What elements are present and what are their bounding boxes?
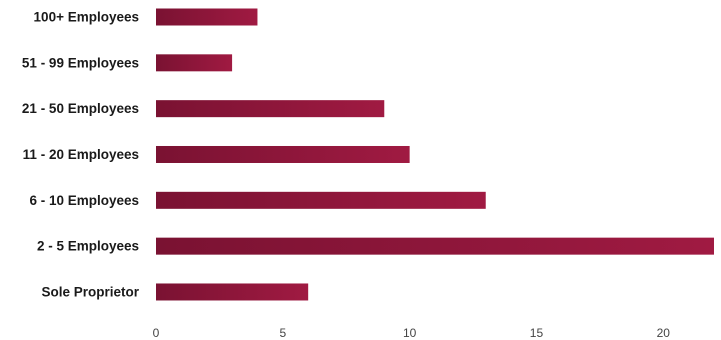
x-tick-label-10: 10 xyxy=(403,326,417,340)
x-tick-label-20: 20 xyxy=(657,326,671,340)
x-tick-label-0: 0 xyxy=(153,326,160,340)
category-label-11-20-employees: 11 - 20 Employees xyxy=(23,147,139,162)
bars xyxy=(156,8,714,301)
x-axis-ticks: 0 5 10 15 20 xyxy=(153,326,671,340)
bar-2-5-employees xyxy=(156,237,714,255)
category-labels: 100+ Employees 51 - 99 Employees 21 - 50 E… xyxy=(22,10,140,300)
bar-100plus-employees xyxy=(156,8,258,26)
bar-6-10-employees xyxy=(156,191,486,209)
category-label-100plus-employees: 100+ Employees xyxy=(34,10,139,25)
category-label-6-10-employees: 6 - 10 Employees xyxy=(29,193,139,208)
bar-21-50-employees xyxy=(156,100,385,118)
x-tick-label-5: 5 xyxy=(279,326,286,340)
category-label-51-99-employees: 51 - 99 Employees xyxy=(22,55,139,70)
category-label-sole-proprietor: Sole Proprietor xyxy=(41,284,139,299)
x-tick-label-15: 15 xyxy=(530,326,544,340)
bar-sole-proprietor xyxy=(156,283,309,301)
bar-51-99-employees xyxy=(156,54,233,72)
bar-11-20-employees xyxy=(156,145,410,163)
category-label-2-5-employees: 2 - 5 Employees xyxy=(37,239,139,254)
category-label-21-50-employees: 21 - 50 Employees xyxy=(22,101,139,116)
